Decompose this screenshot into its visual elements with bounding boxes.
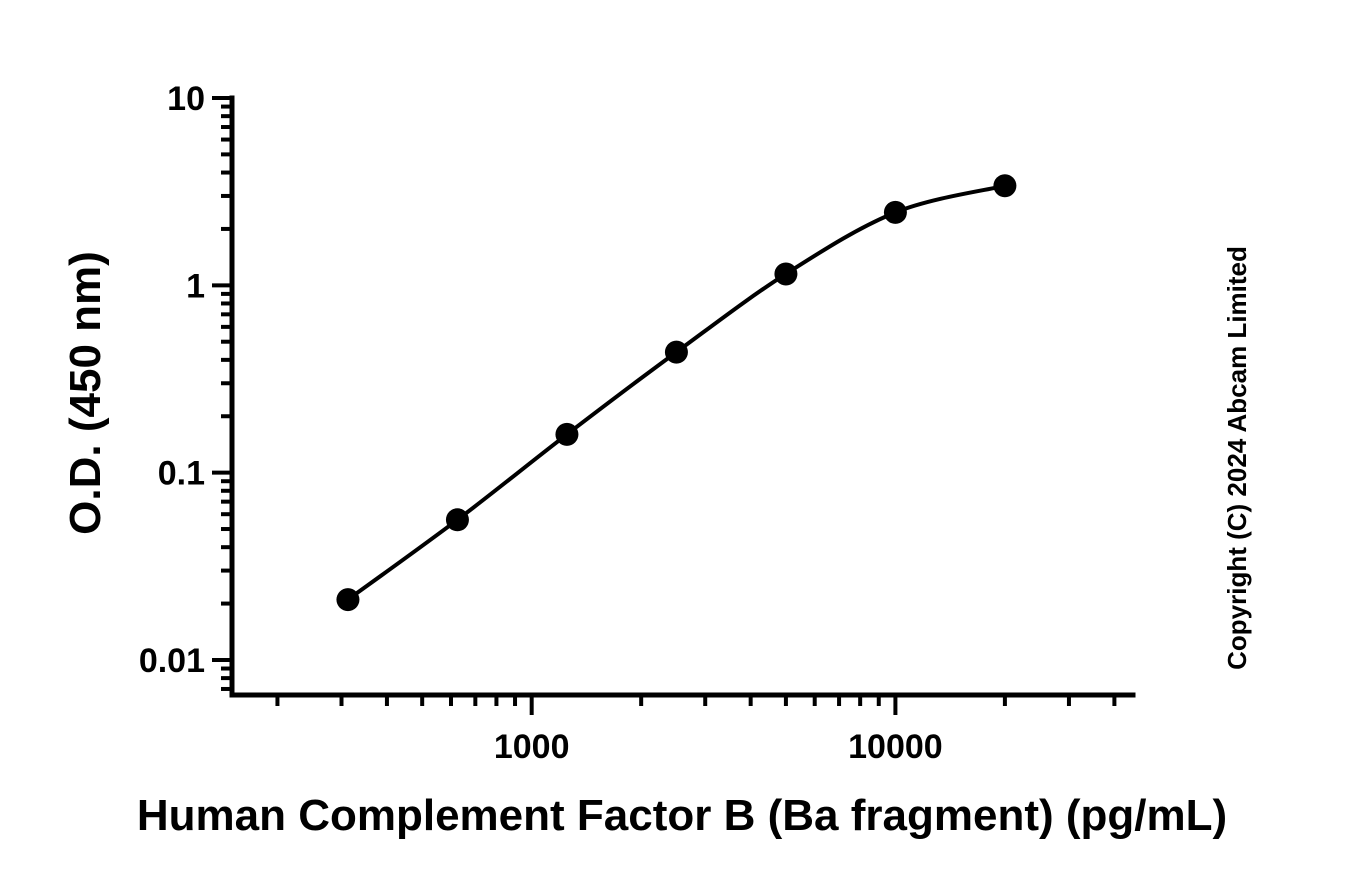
- standard-curve-line: [346, 183, 1006, 602]
- copyright-note: Copyright (C) 2024 Abcam Limited: [1222, 246, 1252, 670]
- y-tick-label: 0.01: [139, 642, 205, 680]
- data-point: [774, 262, 798, 286]
- y-axis-title: O.D. (450 nm): [61, 251, 110, 535]
- data-point: [555, 422, 579, 446]
- tick-labels-layer: 0.01 0.1 1 10 1000 10000: [139, 80, 943, 766]
- data-point: [664, 340, 688, 364]
- data-point: [336, 588, 360, 612]
- axes: [212, 95, 1136, 715]
- x-axis-title: Human Complement Factor B (Ba fragment) …: [137, 791, 1227, 840]
- data-points-layer: [336, 174, 1017, 612]
- data-point: [993, 174, 1017, 198]
- y-tick-label: 0.1: [158, 455, 205, 493]
- y-tick-label: 1: [186, 267, 205, 305]
- x-tick-label: 1000: [494, 728, 570, 766]
- data-point: [883, 200, 907, 224]
- fit-curve-layer: [346, 183, 1006, 602]
- x-tick-label: 10000: [848, 728, 943, 766]
- y-tick-label: 10: [167, 80, 205, 118]
- data-point: [445, 508, 469, 532]
